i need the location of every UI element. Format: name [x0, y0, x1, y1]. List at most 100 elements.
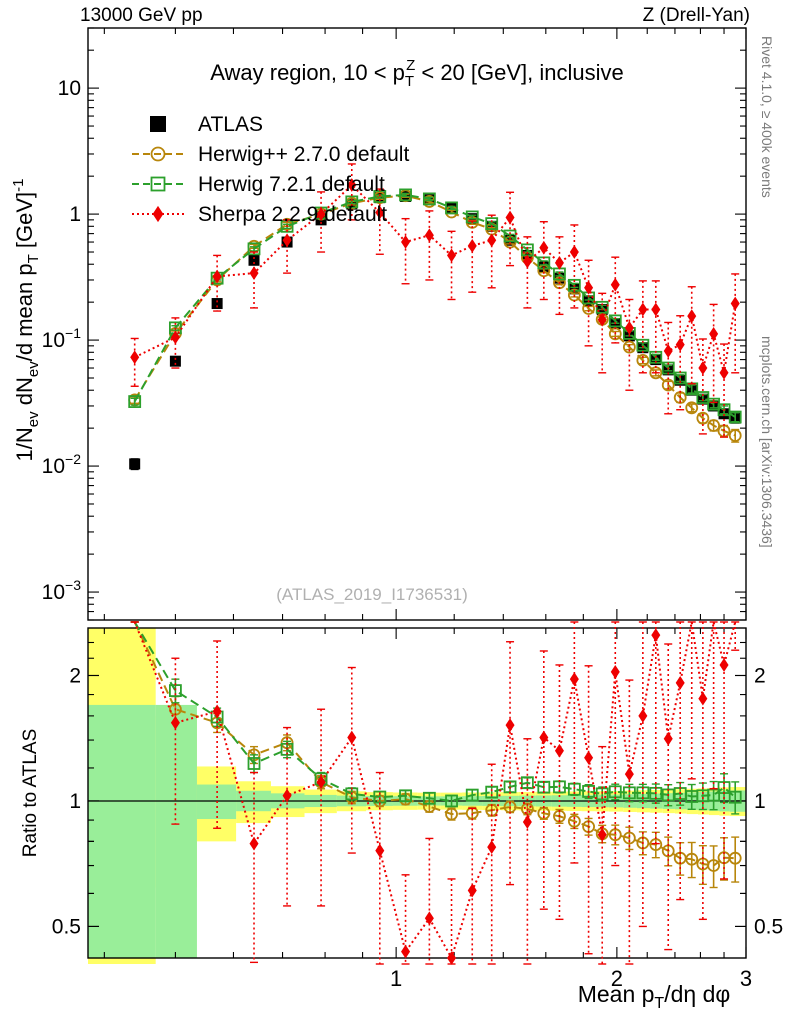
y-tick-label: 10−1	[42, 325, 82, 352]
x-axis-label: Mean pT/dη dφ	[578, 981, 731, 1012]
series-sherpa	[130, 163, 740, 438]
header-left: 13000 GeV pp	[80, 5, 203, 26]
marker-herwig7	[247, 242, 261, 256]
mcplots-credit: mcplots.cern.ch [arXiv:1306.3436]	[759, 336, 775, 548]
marker-herwig7	[707, 788, 721, 802]
ratio-series-herwig++	[130, 621, 742, 889]
marker-sherpa	[719, 365, 729, 380]
marker-herwigpp	[685, 401, 699, 415]
marker-sherpa	[554, 743, 564, 758]
marker-herwig7	[345, 195, 359, 209]
ratio-tick-label-right: 2	[754, 664, 766, 687]
marker-herwig7	[696, 391, 710, 404]
marker-sherpa	[212, 704, 222, 719]
marker-sherpa	[467, 238, 477, 253]
marker-herwigpp	[707, 859, 721, 872]
ratio-tick-label-right: 1	[754, 790, 766, 813]
marker-sherpa	[375, 205, 385, 220]
marker-sherpa	[316, 775, 326, 789]
marker-sherpa	[687, 309, 697, 323]
marker-herwigpp	[685, 852, 699, 866]
marker-herwig7	[422, 791, 436, 805]
marker-herwig7	[399, 188, 412, 202]
marker-herwigpp	[622, 340, 636, 354]
marker-atlas	[129, 458, 141, 470]
band-green	[88, 704, 156, 958]
x-tick-label: 1	[390, 966, 402, 991]
marker-sherpa	[170, 715, 180, 730]
ratio-series-sherpa	[130, 621, 740, 965]
marker-sherpa	[522, 254, 532, 269]
marker-sherpa	[610, 665, 620, 679]
marker-herwigpp	[445, 807, 458, 821]
marker-herwig7	[445, 201, 458, 215]
marker-sherpa	[584, 280, 594, 295]
marker-sherpa	[651, 628, 661, 642]
marker-herwigpp	[661, 378, 675, 392]
marker-sherpa	[597, 827, 607, 842]
marker-herwigpp	[608, 828, 622, 842]
marker-herwigpp	[567, 814, 581, 828]
legend-label: Sherpa 2.2.9 default	[198, 203, 387, 226]
y-axis-label: 1/Nev dNev/d mean pT [GeV]-1	[10, 179, 42, 462]
marker-herwig7	[503, 229, 517, 243]
marker-sherpa	[663, 344, 673, 358]
marker-sherpa	[282, 788, 292, 803]
marker-sherpa	[347, 730, 357, 745]
y-tick-label: 10−2	[42, 451, 82, 478]
marker-sherpa	[401, 944, 411, 959]
marker-herwig7	[485, 217, 499, 231]
marker-herwig7	[445, 794, 458, 808]
marker-sherpa	[624, 767, 634, 781]
marker-sherpa	[487, 233, 497, 248]
marker-sherpa	[522, 815, 532, 829]
series-line	[133, 194, 736, 437]
ratio-tick-label: 1	[69, 790, 81, 813]
marker-herwigpp	[636, 353, 650, 367]
marker-sherpa	[730, 296, 740, 311]
marker-sherpa	[597, 312, 607, 327]
y-tick-label: 10−3	[42, 577, 82, 604]
marker-herwigpp	[728, 851, 742, 865]
marker-sherpa	[638, 302, 648, 317]
marker-herwig7	[608, 314, 622, 328]
legend-label: Herwig++ 2.7.0 default	[198, 143, 409, 166]
marker-sherpa	[316, 207, 326, 221]
marker-sherpa	[675, 337, 685, 352]
marker-herwig7	[520, 776, 534, 790]
svg-text:Away region, 10 < pTZ < 20 [Ge: Away region, 10 < pTZ < 20 [GeV], inclus…	[210, 57, 624, 90]
marker-sherpa	[675, 676, 685, 690]
plot-title: Away region, 10 < pTZ < 20 [GeV], inclus…	[210, 57, 624, 90]
dataset-watermark: (ATLAS_2019_I1736531)	[276, 585, 468, 604]
marker-sherpa	[424, 228, 434, 243]
marker-sherpa	[447, 951, 457, 965]
y-ticks-main: 10 1 10−1 10−2 10−3	[42, 27, 746, 621]
marker-atlas	[150, 116, 166, 132]
y-ticks-ratio: 2 2 1 1 0.5 0.5	[52, 641, 783, 938]
series-line	[133, 193, 736, 418]
y-tick-label: 10	[58, 77, 81, 100]
y-tick-label: 1	[69, 203, 81, 226]
marker-sherpa	[554, 256, 564, 270]
marker-herwig7	[485, 785, 499, 799]
marker-sherpa	[651, 302, 661, 317]
marker-herwigpp	[696, 411, 710, 425]
marker-herwig7	[636, 338, 650, 352]
marker-sherpa	[447, 248, 457, 263]
marker-sherpa	[698, 361, 708, 375]
marker-herwigpp	[707, 419, 721, 432]
marker-herwig7	[622, 786, 636, 800]
marker-sherpa	[539, 240, 549, 255]
legend-label: Herwig 7.2.1 default	[198, 173, 385, 196]
marker-sherpa	[698, 691, 708, 706]
x-tick-label: 2	[611, 966, 623, 991]
marker-herwig7	[595, 300, 609, 314]
marker-sherpa	[487, 840, 497, 854]
marker-sherpa	[130, 350, 140, 365]
marker-sherpa	[424, 911, 434, 926]
x-ticks: 1 2 3	[103, 28, 752, 991]
axis-frame-ratio	[87, 627, 747, 959]
marker-sherpa	[569, 672, 579, 687]
